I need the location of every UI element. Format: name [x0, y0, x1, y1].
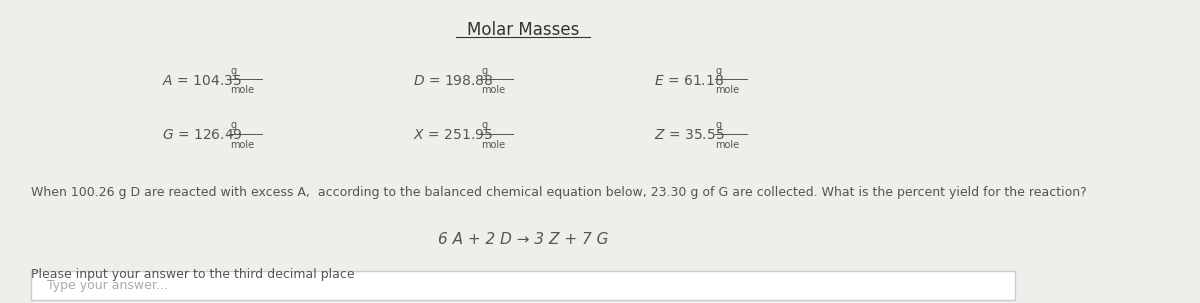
- Text: $Z$ = 35.55: $Z$ = 35.55: [654, 128, 725, 142]
- Text: mole: mole: [481, 85, 505, 95]
- Text: $G$ = 126.49: $G$ = 126.49: [162, 128, 242, 142]
- Text: mole: mole: [715, 140, 739, 150]
- Text: mole: mole: [715, 85, 739, 95]
- Text: $D$ = 198.88: $D$ = 198.88: [413, 74, 493, 88]
- Text: mole: mole: [481, 140, 505, 150]
- Text: g: g: [481, 121, 487, 131]
- Text: g: g: [230, 121, 236, 131]
- Text: Please input your answer to the third decimal place: Please input your answer to the third de…: [31, 268, 355, 281]
- Text: $A$ = 104.35: $A$ = 104.35: [162, 74, 242, 88]
- Text: g: g: [230, 66, 236, 76]
- Text: $E$ = 61.18: $E$ = 61.18: [654, 74, 724, 88]
- Text: Molar Masses: Molar Masses: [467, 21, 580, 39]
- Text: Type your answer...: Type your answer...: [47, 279, 168, 292]
- Text: g: g: [715, 121, 721, 131]
- FancyBboxPatch shape: [31, 271, 1015, 300]
- Text: $X$ = 251.95: $X$ = 251.95: [413, 128, 493, 142]
- Text: g: g: [715, 66, 721, 76]
- Text: mole: mole: [230, 85, 254, 95]
- Text: 6 A + 2 D → 3 Z + 7 G: 6 A + 2 D → 3 Z + 7 G: [438, 232, 608, 247]
- Text: mole: mole: [230, 140, 254, 150]
- Text: When 100.26 g D are reacted with excess A,  according to the balanced chemical e: When 100.26 g D are reacted with excess …: [31, 186, 1087, 199]
- Text: g: g: [481, 66, 487, 76]
